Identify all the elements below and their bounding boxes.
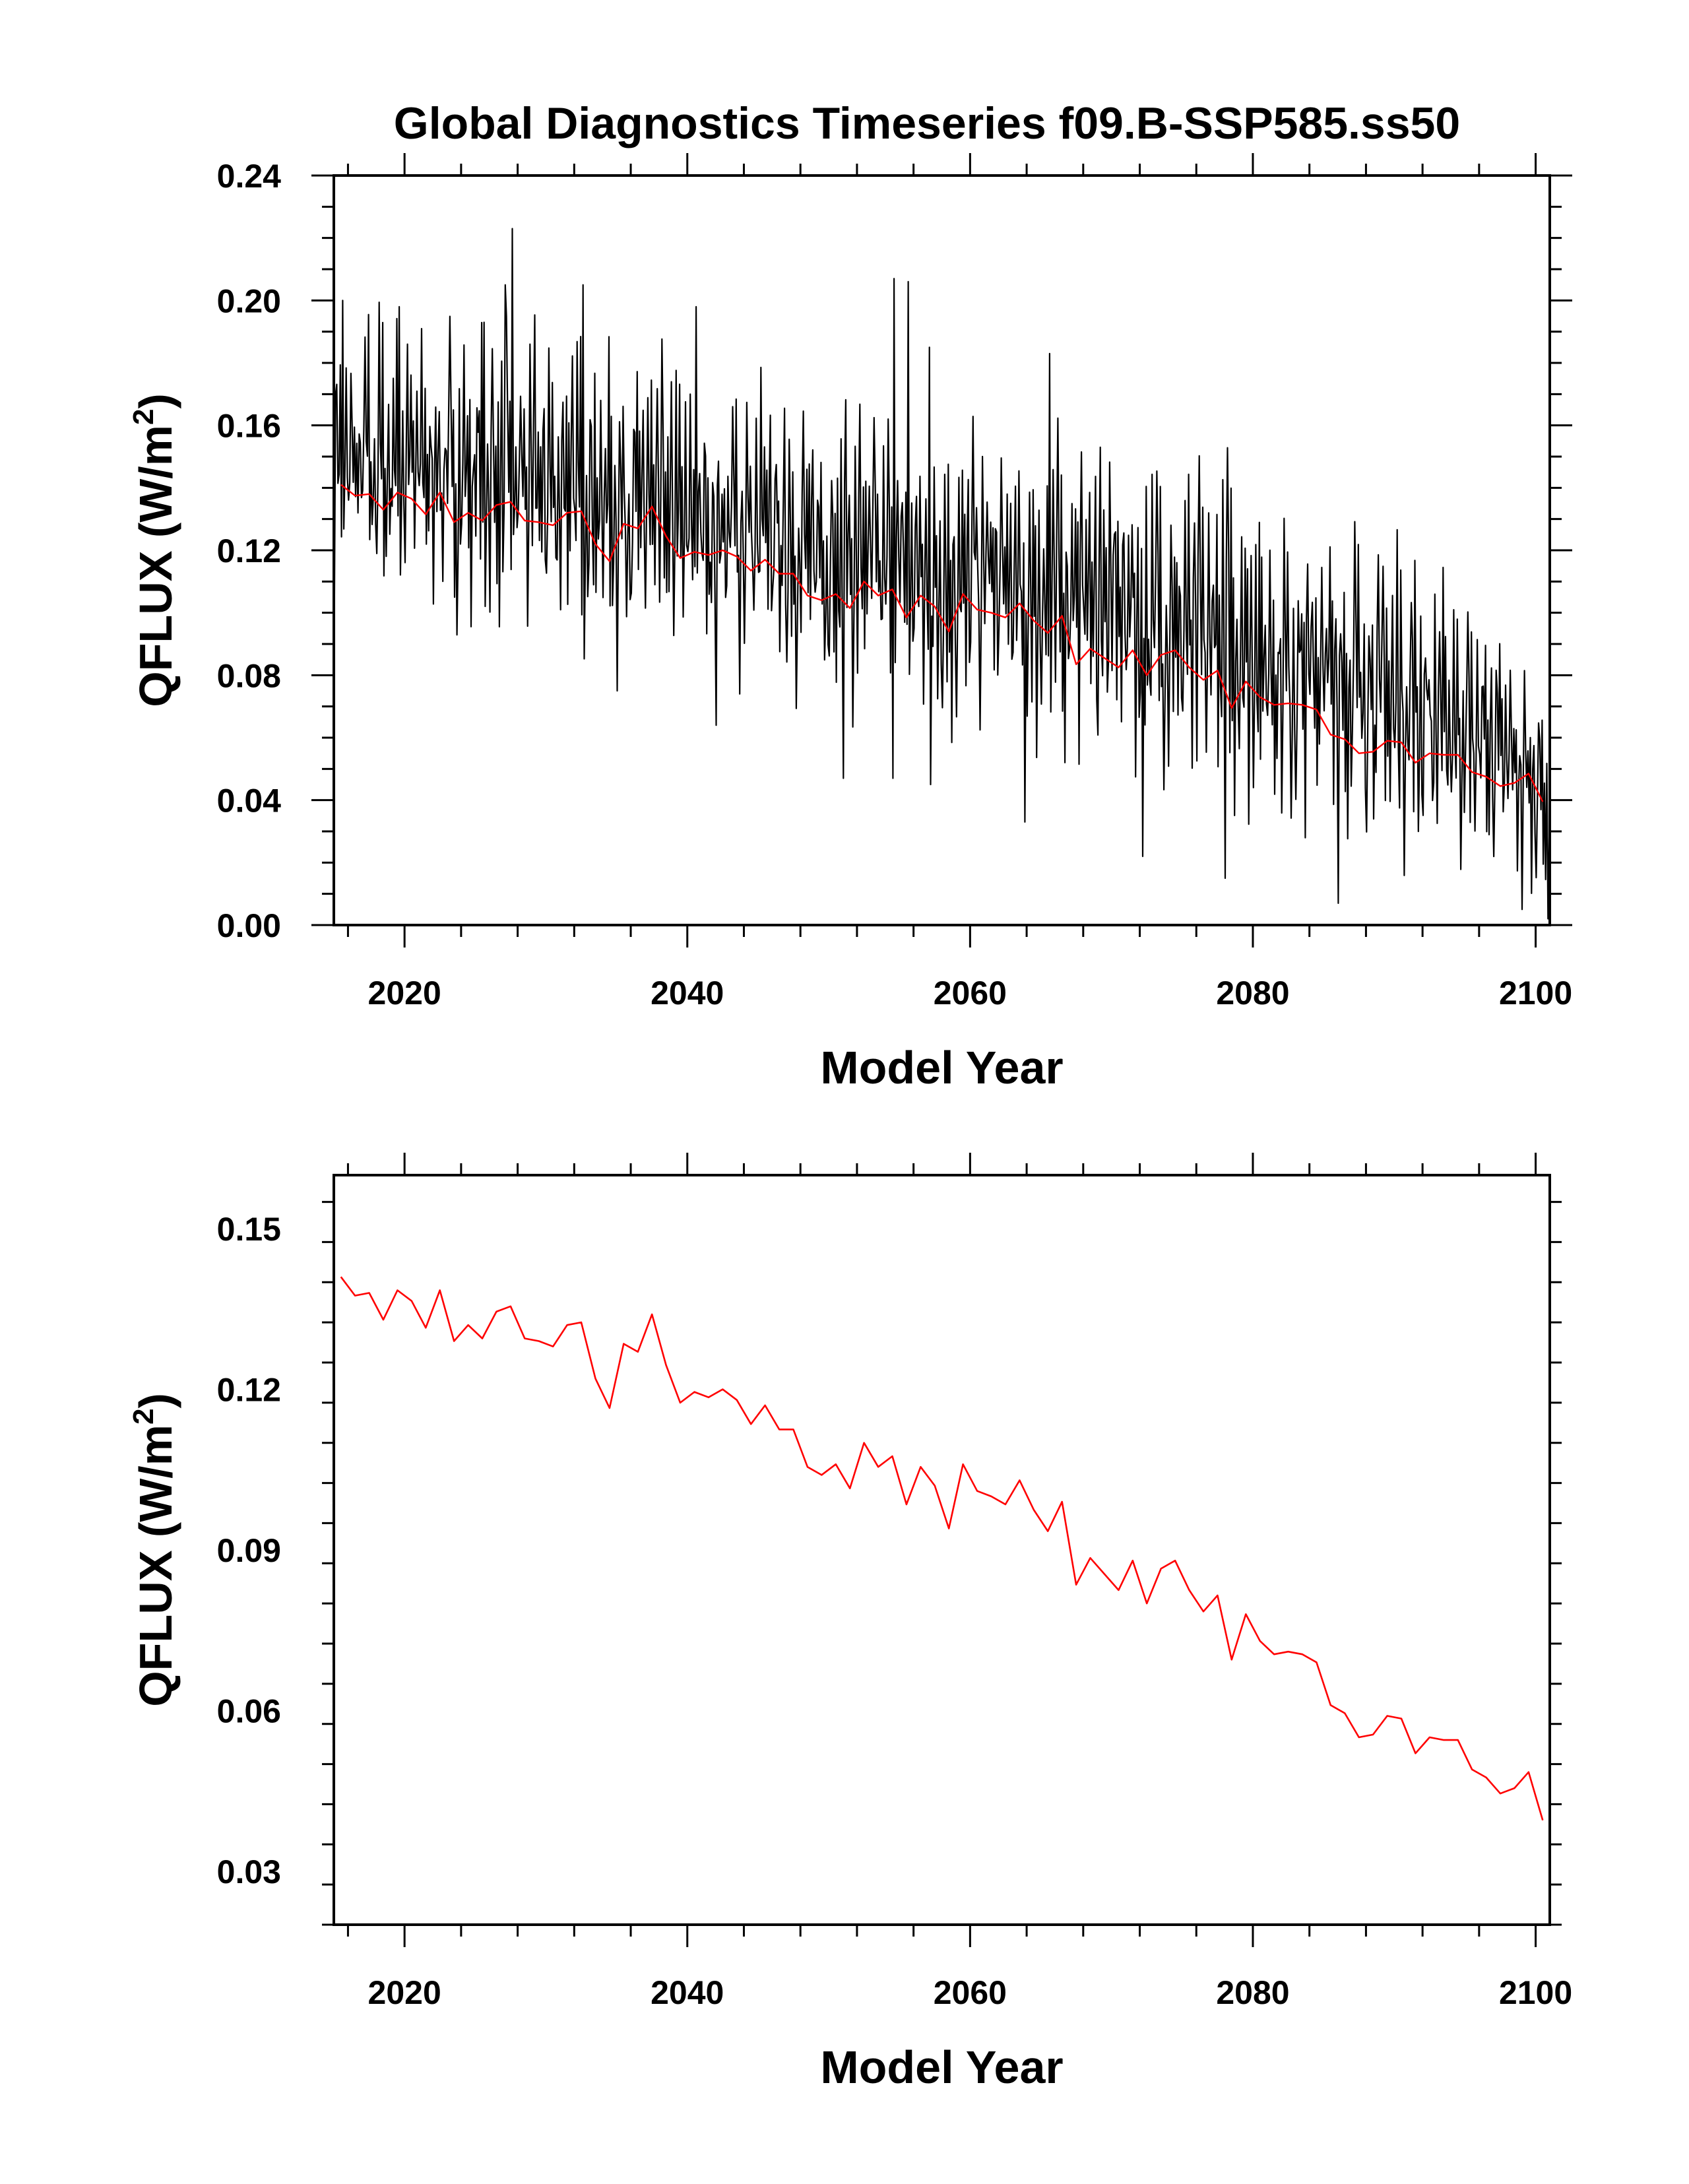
top-y-tick-label-0.08: 0.08 bbox=[217, 657, 281, 694]
bottom-y-tick-label-0.03: 0.03 bbox=[217, 1853, 281, 1890]
bottom-x-tick-label-2040: 2040 bbox=[651, 1974, 724, 2011]
bottom-panel-ticks bbox=[322, 1153, 1562, 1947]
top-y-tick-labels: 0.00 0.04 0.08 0.12 0.16 0.20 0.24 bbox=[217, 158, 282, 944]
top-y-tick-label-0.20: 0.20 bbox=[217, 282, 281, 319]
top-panel-ticks bbox=[311, 153, 1572, 947]
top-x-tick-label-2080: 2080 bbox=[1216, 975, 1289, 1012]
bottom-y-axis-title: QFLUX (W/m2) bbox=[127, 1393, 181, 1707]
bottom-y-tick-label-0.12: 0.12 bbox=[217, 1372, 281, 1409]
top-plot-frame bbox=[333, 174, 1551, 926]
top-y-tick-label-0.24: 0.24 bbox=[217, 158, 282, 195]
bottom-y-axis-title-close: ) bbox=[130, 1393, 181, 1408]
bottom-y-tick-label-0.06: 0.06 bbox=[217, 1692, 281, 1729]
top-x-tick-label-2040: 2040 bbox=[651, 975, 724, 1012]
bottom-y-tick-labels: 0.03 0.06 0.09 0.12 0.15 bbox=[217, 1211, 281, 1890]
top-y-axis-title-superscript: 2 bbox=[127, 409, 160, 425]
bottom-plot-frame bbox=[333, 1174, 1551, 1926]
top-panel: 2020 2040 2060 2080 2100 0.00 0.04 0.08 0.12 0.1… bbox=[127, 153, 1572, 1093]
bottom-x-tick-label-2020: 2020 bbox=[368, 1974, 441, 2011]
bottom-annual-series-line bbox=[340, 1276, 1544, 1821]
top-monthly-series-line bbox=[333, 228, 1550, 920]
bottom-x-tick-label-2060: 2060 bbox=[934, 1974, 1007, 2011]
bottom-x-tick-label-2080: 2080 bbox=[1216, 1974, 1289, 2011]
top-y-axis-title-close: ) bbox=[130, 393, 181, 408]
top-x-tick-label-2100: 2100 bbox=[1499, 975, 1572, 1012]
top-annual-series-line bbox=[340, 484, 1544, 802]
top-x-tick-label-2020: 2020 bbox=[368, 975, 441, 1012]
bottom-y-tick-label-0.09: 0.09 bbox=[217, 1532, 281, 1569]
bottom-x-tick-labels: 2020 2040 2060 2080 2100 bbox=[368, 1974, 1573, 2011]
bottom-x-tick-label-2100: 2100 bbox=[1499, 1974, 1572, 2011]
top-x-tick-labels: 2020 2040 2060 2080 2100 bbox=[368, 975, 1573, 1012]
bottom-x-axis-title: Model Year bbox=[820, 2041, 1063, 2093]
bottom-y-axis-title-superscript: 2 bbox=[127, 1409, 160, 1425]
top-x-axis-title: Model Year bbox=[820, 1042, 1063, 1093]
figure-title: Global Diagnostics Timeseries f09.B-SSP5… bbox=[394, 98, 1460, 148]
top-y-tick-label-0.16: 0.16 bbox=[217, 408, 281, 445]
top-y-tick-label-0.04: 0.04 bbox=[217, 783, 282, 819]
top-y-axis-title: QFLUX (W/m2) bbox=[127, 393, 181, 707]
top-y-tick-label-0.12: 0.12 bbox=[217, 532, 281, 569]
bottom-y-axis-title-main: QFLUX (W/m bbox=[130, 1425, 181, 1707]
top-y-tick-label-0.00: 0.00 bbox=[217, 907, 281, 944]
top-y-axis-title-main: QFLUX (W/m bbox=[130, 425, 181, 707]
top-x-tick-label-2060: 2060 bbox=[934, 975, 1007, 1012]
bottom-y-tick-label-0.15: 0.15 bbox=[217, 1211, 281, 1248]
bottom-panel: 2020 2040 2060 2080 2100 0.03 0.06 0.09 0.12 0.1… bbox=[127, 1153, 1572, 2093]
